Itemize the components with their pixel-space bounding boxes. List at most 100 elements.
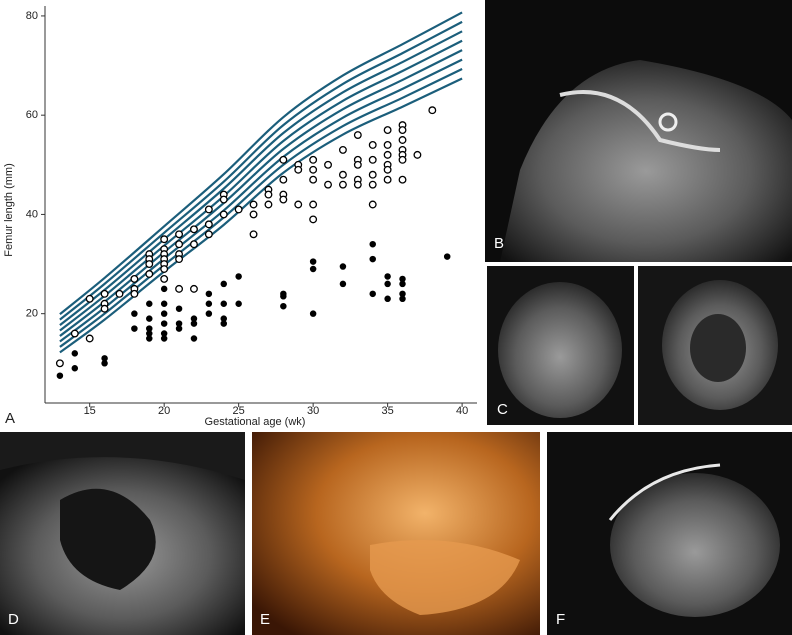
- open-point: [160, 265, 169, 273]
- filled-point: [146, 315, 153, 322]
- filled-point: [384, 273, 391, 280]
- open-point: [279, 175, 288, 184]
- curve: [59, 49, 463, 337]
- panel-e: [252, 432, 540, 635]
- y-axis-title: Femur length (mm): [3, 163, 15, 257]
- open-point: [383, 140, 392, 149]
- filled-point: [160, 320, 168, 327]
- filled-point: [160, 300, 168, 307]
- open-point: [368, 170, 377, 179]
- curve: [59, 30, 463, 326]
- open-point: [338, 145, 347, 154]
- open-point: [130, 289, 139, 298]
- open-point: [264, 200, 273, 209]
- filled-point: [384, 295, 391, 303]
- panel-label: F: [556, 611, 565, 628]
- panel-b: [485, 0, 792, 262]
- open-point: [70, 329, 79, 338]
- open-point: [383, 126, 392, 135]
- open-point: [234, 205, 243, 214]
- filled-point: [235, 273, 242, 280]
- open-point: [55, 359, 64, 368]
- panel-label: C: [497, 401, 508, 418]
- filled-point: [235, 300, 242, 307]
- panel-label: B: [494, 235, 504, 252]
- open-point: [160, 235, 169, 244]
- open-point: [175, 284, 184, 293]
- open-point: [249, 230, 258, 239]
- filled-point: [369, 290, 376, 298]
- panel-label: E: [260, 611, 270, 628]
- curve: [59, 39, 463, 332]
- filled-point: [399, 295, 406, 303]
- open-point: [85, 334, 94, 343]
- y-tick-label: 20: [26, 308, 38, 320]
- open-point: [279, 155, 288, 164]
- open-point: [383, 165, 392, 174]
- x-tick-label: 15: [84, 405, 96, 417]
- open-point: [190, 284, 198, 293]
- open-point: [294, 165, 303, 174]
- open-point: [338, 180, 347, 189]
- open-point: [204, 205, 213, 214]
- x-tick-label: 30: [307, 405, 319, 417]
- filled-point: [160, 335, 168, 342]
- open-point: [368, 140, 377, 149]
- open-point: [309, 165, 318, 174]
- x-tick-label: 40: [456, 405, 468, 417]
- filled-point: [399, 280, 406, 288]
- open-point: [353, 180, 362, 189]
- open-point: [309, 215, 318, 224]
- open-point: [115, 289, 124, 298]
- filled-point: [339, 280, 347, 288]
- open-point: [383, 150, 392, 159]
- open-point: [428, 106, 437, 115]
- open-point: [324, 180, 332, 189]
- filled-point: [205, 300, 213, 307]
- filled-point: [220, 320, 228, 327]
- open-point: [279, 195, 288, 204]
- open-point: [368, 180, 377, 189]
- panel-c-left: [487, 266, 634, 425]
- curve: [59, 77, 463, 354]
- open-point: [324, 160, 332, 169]
- filled-point: [309, 265, 317, 273]
- open-point: [398, 155, 407, 164]
- open-point: [309, 155, 318, 164]
- panel-c-right: [638, 266, 792, 425]
- filled-point: [280, 302, 287, 310]
- filled-point: [309, 310, 317, 317]
- filled-point: [205, 290, 213, 298]
- filled-point: [146, 335, 153, 342]
- x-axis-title: Gestational age (wk): [205, 416, 306, 428]
- open-point: [190, 225, 198, 234]
- panel-label: A: [5, 410, 15, 427]
- open-point: [353, 131, 362, 139]
- open-point: [100, 289, 109, 298]
- open-point: [338, 170, 347, 179]
- open-point: [160, 274, 169, 283]
- open-point: [175, 230, 184, 239]
- open-point: [175, 240, 184, 249]
- panel-d: [0, 432, 245, 635]
- open-point: [309, 200, 318, 209]
- open-point: [85, 294, 94, 303]
- open-point: [249, 210, 258, 219]
- open-point: [353, 160, 362, 169]
- open-point: [309, 175, 318, 184]
- filled-point: [190, 320, 198, 327]
- open-point: [383, 175, 392, 184]
- y-tick-label: 80: [26, 10, 38, 22]
- filled-point: [220, 280, 228, 288]
- filled-point: [160, 310, 168, 317]
- open-point: [294, 200, 303, 209]
- panel-label: D: [8, 611, 19, 628]
- filled-point: [175, 325, 183, 332]
- chart: Gestational age (wk) Femur length (mm) 2…: [3, 6, 477, 428]
- filled-point: [443, 253, 451, 260]
- panel-f: [547, 432, 792, 635]
- open-point: [398, 136, 407, 144]
- open-point: [204, 220, 213, 229]
- open-point: [175, 255, 184, 264]
